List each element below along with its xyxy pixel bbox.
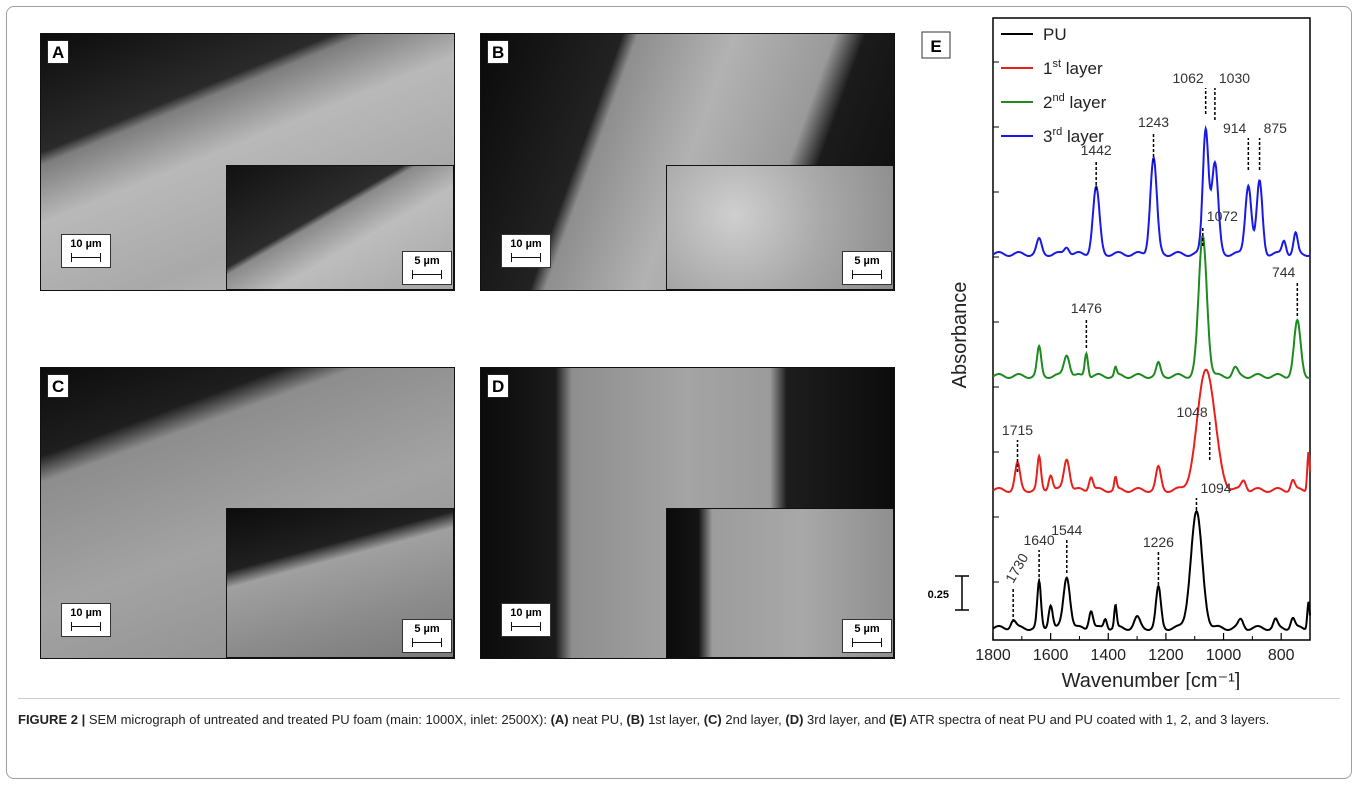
atr-spectra-chart: E Absorbance Wavenumber [cm⁻¹] 1800 1600 1…	[921, 17, 1311, 690]
scale-bar-b-main: 10 µm	[501, 234, 551, 268]
scale-bar-b-inset: 5 µm	[842, 251, 892, 285]
scale-bar-a-inset: 5 µm	[402, 251, 452, 285]
peak-label: 1072	[1207, 208, 1238, 224]
caption-ref-d: (D)	[785, 712, 804, 727]
panel-label-b: B	[487, 40, 510, 64]
peak-label: 1640	[1024, 532, 1055, 548]
x-tick-label: 1000	[1206, 647, 1242, 664]
series-line	[992, 124, 1311, 258]
peak-label: 1094	[1200, 480, 1231, 496]
peak-label: 1226	[1143, 534, 1174, 550]
x-tick-label: 1400	[1090, 647, 1126, 664]
sem-inset-b: 5 µm	[666, 165, 894, 290]
figure-frame	[6, 6, 1352, 779]
scale-bar-label: 0.25	[928, 589, 949, 601]
x-axis-ticks: 1800 1600 1400 1200 1000 800	[975, 633, 1311, 664]
x-axis-label: Wavenumber [cm⁻¹]	[1062, 670, 1241, 690]
scale-label: 10 µm	[510, 607, 542, 619]
figure-caption: FIGURE 2 | SEM micrograph of untreated a…	[18, 710, 1338, 729]
sem-panel-a: A 10 µm 5 µm	[40, 33, 455, 291]
peak-label: 1715	[1002, 422, 1033, 438]
legend: PU 1st layer 2nd layer 3rd layer	[1001, 25, 1107, 146]
scale-bar-c-inset: 5 µm	[402, 619, 452, 653]
caption-text: 2nd layer,	[721, 712, 786, 727]
x-tick-label: 1200	[1148, 647, 1184, 664]
legend-label: 3rd layer	[1043, 126, 1104, 146]
peak-label: 744	[1272, 264, 1296, 280]
sem-panel-c: C 10 µm 5 µm	[40, 367, 455, 659]
scale-bar-c-main: 10 µm	[61, 603, 111, 637]
scale-label: 10 µm	[70, 607, 102, 619]
peak-label: 1243	[1138, 114, 1169, 130]
scale-label: 5 µm	[854, 255, 880, 267]
series-line	[992, 233, 1311, 379]
caption-ref-a: (A)	[550, 712, 569, 727]
caption-text: 1st layer,	[644, 712, 704, 727]
series-line	[992, 509, 1311, 631]
peak-label: 1030	[1219, 70, 1250, 86]
peak-label: 875	[1264, 120, 1288, 136]
caption-ref-b: (B)	[626, 712, 645, 727]
panel-label-e: E	[930, 37, 941, 56]
legend-label: PU	[1043, 25, 1067, 44]
y-axis-label: Absorbance	[949, 282, 971, 389]
peak-label: 1476	[1071, 300, 1102, 316]
scale-label: 10 µm	[70, 238, 102, 250]
sem-inset-a: 5 µm	[226, 165, 454, 290]
peak-label: 1544	[1051, 522, 1082, 538]
x-tick-label: 1800	[975, 647, 1011, 664]
legend-label: 1st layer	[1043, 58, 1103, 78]
scale-label: 5 µm	[414, 255, 440, 267]
legend-label: 2nd layer	[1043, 92, 1107, 112]
caption-ref-e: (E)	[889, 712, 907, 727]
sem-panel-b: B 10 µm 5 µm	[480, 33, 895, 291]
x-tick-label: 1600	[1033, 647, 1069, 664]
x-tick-label: 800	[1268, 647, 1295, 664]
panel-label-c: C	[47, 374, 70, 398]
scale-bar-a-main: 10 µm	[61, 234, 111, 268]
scale-label: 5 µm	[414, 623, 440, 635]
panel-label-e-box: E	[921, 31, 951, 59]
scale-bar-d-main: 10 µm	[501, 603, 551, 637]
caption-text: SEM micrograph of untreated and treated …	[85, 712, 551, 727]
caption-text: 3rd layer, and	[803, 712, 890, 727]
caption-divider	[18, 698, 1340, 699]
series-line	[992, 368, 1311, 494]
scale-label: 5 µm	[854, 623, 880, 635]
peak-label: 914	[1223, 120, 1247, 136]
spectra-curves	[992, 124, 1311, 631]
sem-inset-c: 5 µm	[226, 508, 454, 658]
peak-label: 1442	[1081, 142, 1112, 158]
panel-label-a: A	[47, 40, 70, 64]
figure-label: FIGURE 2 |	[18, 712, 86, 727]
panel-label-d: D	[487, 374, 510, 398]
caption-text: neat PU,	[568, 712, 627, 727]
sem-panel-d: D 10 µm 5 µm	[480, 367, 895, 659]
peak-label: 1048	[1177, 404, 1208, 420]
y-axis-minor-ticks	[993, 61, 999, 583]
scale-bar-025: 0.25	[928, 575, 969, 611]
peak-label: 1730	[1002, 550, 1032, 585]
scale-bar-d-inset: 5 µm	[842, 619, 892, 653]
caption-text: ATR spectra of neat PU and PU coated wit…	[906, 712, 1270, 727]
peak-label: 1062	[1173, 70, 1204, 86]
scale-label: 10 µm	[510, 238, 542, 250]
sem-inset-d: 5 µm	[666, 508, 894, 658]
plot-frame	[992, 17, 1311, 641]
caption-ref-c: (C)	[703, 712, 722, 727]
